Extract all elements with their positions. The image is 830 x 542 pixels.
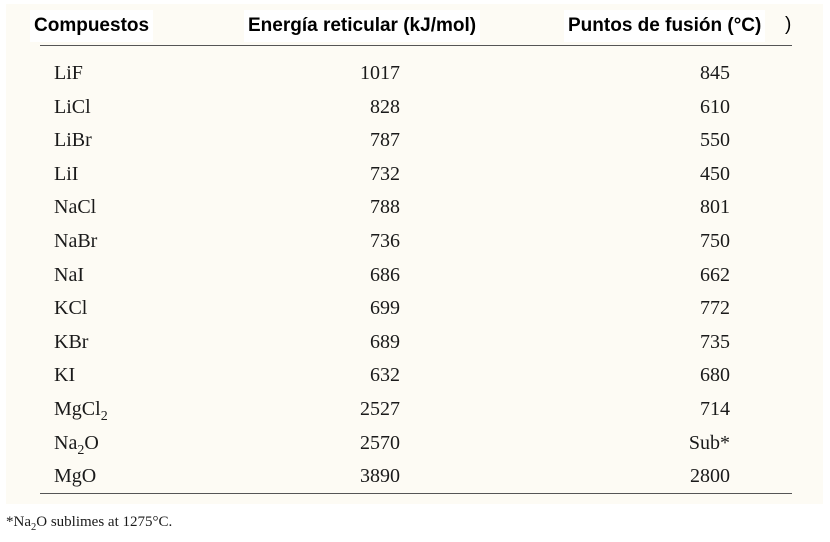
cell-compound: LiF: [54, 62, 83, 85]
cell-melting-point: 714: [700, 398, 730, 420]
cell-compound: Na2O: [54, 432, 99, 459]
table-row: NaBr 736 750: [0, 230, 830, 263]
cell-compound: KI: [54, 364, 75, 387]
compound-subscript: 2: [100, 409, 108, 424]
cell-lattice-energy: 3890: [360, 465, 400, 488]
cell-melting-point: Sub*: [688, 431, 730, 454]
compound-formula: Na: [54, 431, 78, 454]
table-top-rule: [40, 45, 792, 46]
cell-lattice-energy: 828: [370, 95, 400, 118]
compound-formula: LiF: [54, 62, 83, 84]
cell-lattice-energy: 686: [370, 263, 400, 286]
header-melting-point: Puntos de fusión (°C): [564, 10, 766, 42]
compound-subscript: 2: [77, 442, 85, 458]
cell-lattice-energy: 699: [370, 297, 400, 320]
cell-lattice-energy: 1017: [360, 62, 400, 84]
cell-melting-point: 801: [700, 196, 730, 219]
cell-melting-point: 680: [700, 364, 730, 387]
cell-melting-point: 750: [700, 230, 730, 252]
cell-lattice-energy: 2570: [360, 431, 400, 454]
footnote-suffix: O sublimes at 1275°C.: [36, 514, 173, 530]
compound-formula-tail: O: [84, 431, 99, 454]
table-row: LiCl 828 610: [0, 96, 830, 129]
table-row: Na2O 2570 Sub*: [0, 432, 830, 465]
table-row: LiI 732 450: [0, 163, 830, 196]
cell-lattice-energy: 788: [370, 196, 400, 219]
compound-formula: LiI: [54, 162, 79, 185]
cell-compound: NaBr: [54, 230, 97, 253]
table-row: MgCl2 2527 714: [0, 398, 830, 431]
cell-melting-point: 2800: [690, 465, 730, 488]
cell-compound: MgCl2: [54, 398, 108, 425]
table-row: LiF 1017 845: [0, 62, 830, 95]
cell-compound: NaCl: [54, 196, 96, 219]
footnote-subscript: 2: [31, 522, 37, 533]
cell-melting-point: 735: [700, 330, 730, 353]
cell-melting-point: 610: [700, 95, 730, 118]
cell-melting-point: 662: [700, 263, 730, 286]
table-row: KCl 699 772: [0, 297, 830, 330]
cell-compound: KCl: [54, 297, 87, 320]
table-row: MgO 3890 2800: [0, 465, 830, 498]
header-lattice-energy: Energía reticular (kJ/mol): [244, 10, 481, 42]
table-row: NaI 686 662: [0, 264, 830, 297]
cell-compound: NaI: [54, 264, 84, 287]
cell-lattice-energy: 632: [370, 364, 400, 387]
cell-compound: MgO: [54, 465, 96, 488]
table-row: KI 632 680: [0, 364, 830, 397]
cell-compound: LiBr: [54, 129, 92, 152]
footnote: *Na2O sublimes at 1275°C.: [6, 514, 172, 533]
table-panel: [6, 4, 823, 504]
header-compounds: Compuestos: [30, 10, 154, 42]
cell-compound: LiI: [54, 163, 78, 186]
compound-formula: NaBr: [54, 230, 98, 252]
cell-lattice-energy: 689: [370, 330, 400, 353]
cell-melting-point: 550: [700, 129, 730, 152]
table-row: LiBr 787 550: [0, 129, 830, 162]
cell-lattice-energy: 787: [370, 129, 400, 152]
compound-formula: NaCl: [54, 196, 97, 219]
cell-melting-point: 772: [700, 297, 730, 320]
cell-lattice-energy: 736: [370, 230, 400, 252]
compound-formula: LiCl: [54, 95, 91, 118]
compound-formula: NaI: [54, 263, 84, 286]
compound-formula: KCl: [54, 297, 88, 320]
cell-compound: LiCl: [54, 96, 91, 119]
cell-compound: KBr: [54, 331, 88, 354]
table-bottom-rule: [40, 493, 792, 494]
compound-formula: LiBr: [54, 129, 92, 152]
compound-formula: KI: [54, 364, 76, 387]
cell-melting-point: 450: [700, 162, 730, 185]
table-row: NaCl 788 801: [0, 196, 830, 229]
cell-lattice-energy: 732: [370, 162, 400, 185]
cell-melting-point: 845: [700, 62, 730, 84]
compound-formula: KBr: [54, 330, 89, 353]
table-row: KBr 689 735: [0, 331, 830, 364]
footnote-prefix: *Na: [6, 514, 31, 530]
cell-lattice-energy: 2527: [360, 398, 400, 420]
compound-formula: MgO: [54, 465, 97, 488]
compound-formula: MgCl: [54, 398, 101, 420]
header-tail-mark: ): [785, 14, 792, 35]
